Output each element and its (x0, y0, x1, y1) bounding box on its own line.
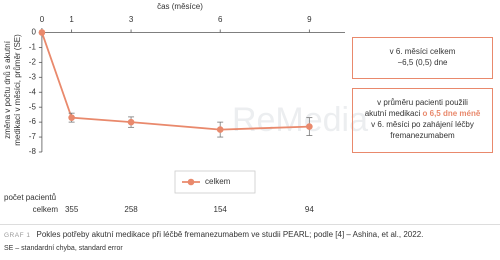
y-tick-label: -2 (29, 57, 37, 66)
at-risk-title: počet pacientů (4, 193, 56, 202)
marker (38, 29, 46, 36)
at-risk-count: 94 (305, 205, 314, 214)
marker (127, 118, 135, 126)
annotation-line: v 6. měsíci celkem (389, 47, 456, 56)
y-tick-label: -4 (29, 87, 37, 96)
y-tick-label: -8 (29, 147, 37, 156)
x-tick-label: 3 (129, 15, 134, 24)
annotation-box: v 6. měsíci celkem −6,5 (0,5) dne (352, 37, 493, 79)
annotation-text: akutní medikaci (364, 109, 421, 118)
annotation-line: fremanezumabem (390, 131, 455, 140)
marker (306, 123, 313, 130)
annotation-box: v průměru pacienti použili akutní medika… (352, 88, 493, 153)
marker (68, 114, 75, 121)
legend-label: celkem (205, 177, 231, 186)
annotation-line: akutní medikaci o 6,5 dne méně (353, 108, 492, 119)
y-tick-label: -5 (29, 102, 37, 111)
annotation-highlight: o 6,5 dne méně (422, 109, 481, 118)
marker (216, 126, 224, 133)
at-risk-row-label: celkem (33, 205, 59, 214)
caption: GRAF 1 Pokles potřeby akutní medikace při… (4, 230, 423, 239)
x-tick-label: 0 (40, 15, 45, 24)
caption-label: GRAF 1 (4, 232, 31, 239)
annotation-line: v průměru pacienti použili (377, 98, 468, 107)
annotation-line: −6,5 (0,5) dne (397, 58, 448, 67)
y-tick-label: -1 (29, 43, 37, 52)
caption-text: Pokles potřeby akutní medikace při léčbě… (36, 230, 424, 239)
x-tick-label: 1 (69, 15, 74, 24)
y-tick-label: 0 (31, 28, 36, 37)
y-tick-label: -7 (29, 132, 37, 141)
at-risk-count: 154 (214, 205, 228, 214)
legend-marker (187, 178, 195, 186)
caption-note: SE – standardní chyba, standard error (4, 245, 123, 252)
annotation-line: v 6. měsíci po zahájení léčby (371, 120, 474, 129)
at-risk-count: 258 (124, 205, 138, 214)
y-axis-title: změna v počtu dnů s akutní (3, 40, 12, 139)
x-axis-title: čas (měsíce) (157, 2, 203, 11)
legend-box (174, 170, 256, 194)
at-risk-count: 355 (65, 205, 79, 214)
y-axis-title: medikací v měsíci, průměr (SE) (13, 34, 22, 146)
x-tick-label: 6 (218, 15, 223, 24)
watermark: ReMedia (232, 101, 368, 139)
x-tick-label: 9 (307, 15, 312, 24)
y-tick-label: -3 (29, 72, 37, 81)
y-tick-label: -6 (29, 117, 37, 126)
chart: ReMedia 0 -1 -2 -3 -4 -5 -6 -7 -8 0 1 3 6 9 čas (měsíce… (3, 2, 368, 214)
separator (0, 224, 500, 225)
